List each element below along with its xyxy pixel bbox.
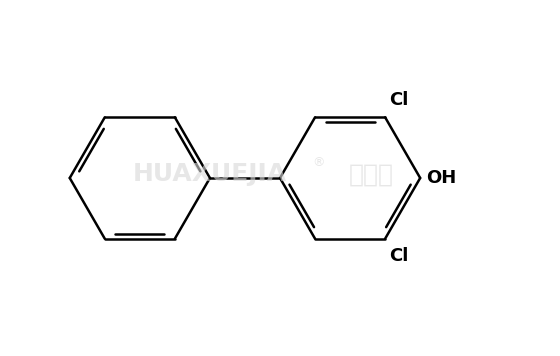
Text: HUAXUEJIA: HUAXUEJIA xyxy=(133,162,287,187)
Text: ®: ® xyxy=(312,156,325,169)
Text: OH: OH xyxy=(427,169,457,187)
Text: 化学加: 化学加 xyxy=(349,162,394,187)
Text: Cl: Cl xyxy=(389,247,408,265)
Text: Cl: Cl xyxy=(389,91,408,109)
